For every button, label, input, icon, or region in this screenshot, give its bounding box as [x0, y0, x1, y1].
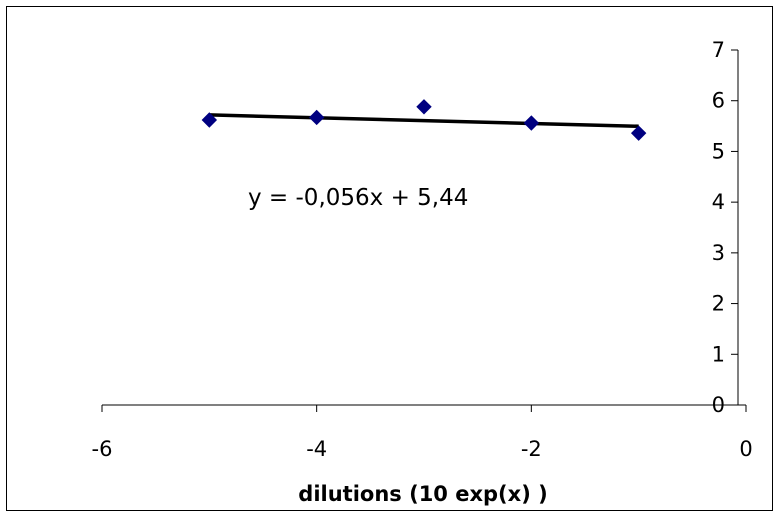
x-tick-label: -6	[92, 437, 113, 461]
x-tick-label: -2	[521, 437, 542, 461]
y-tick-label: 1	[712, 342, 725, 366]
data-point	[201, 112, 218, 128]
y-tick-label: 4	[712, 190, 725, 214]
trendline	[209, 113, 639, 129]
y-tick-label: 5	[712, 139, 725, 163]
trendline-group	[209, 113, 639, 129]
trendline-equation: y = -0,056x + 5,44	[248, 185, 468, 211]
x-axis-label: dilutions (10 exp(x) )	[298, 482, 547, 506]
y-tick-label: 2	[712, 292, 725, 316]
axes: -6 -4 -2 00 1 2 3 4 5 6 7	[92, 38, 753, 461]
data-point	[308, 109, 325, 126]
y-tick-label: 7	[712, 38, 725, 62]
y-tick-label: 0	[712, 393, 725, 417]
data-point	[630, 125, 647, 141]
x-tick-label: -4	[306, 437, 327, 461]
y-tick-label: 3	[712, 241, 725, 265]
data-point	[523, 115, 540, 131]
chart-frame	[6, 6, 773, 511]
data-points	[201, 99, 647, 141]
y-tick-label: 6	[712, 89, 725, 113]
data-point	[416, 99, 432, 115]
x-tick-label: 0	[739, 437, 752, 461]
